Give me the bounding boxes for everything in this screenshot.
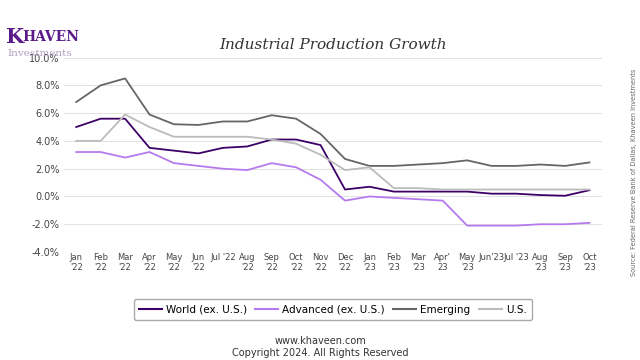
Text: HAVEN: HAVEN (22, 30, 79, 44)
Text: www.khaveen.com: www.khaveen.com (274, 336, 366, 346)
Text: Copyright 2024. All Rights Reserved: Copyright 2024. All Rights Reserved (232, 348, 408, 359)
Text: Source: Federal Reserve Bank of Dallas, Khaveen Investments: Source: Federal Reserve Bank of Dallas, … (631, 69, 637, 276)
Legend: World (ex. U.S.), Advanced (ex. U.S.), Emerging, U.S.: World (ex. U.S.), Advanced (ex. U.S.), E… (134, 300, 532, 320)
Text: Investments: Investments (8, 49, 72, 58)
Title: Industrial Production Growth: Industrial Production Growth (219, 38, 447, 52)
Text: K: K (6, 27, 24, 47)
